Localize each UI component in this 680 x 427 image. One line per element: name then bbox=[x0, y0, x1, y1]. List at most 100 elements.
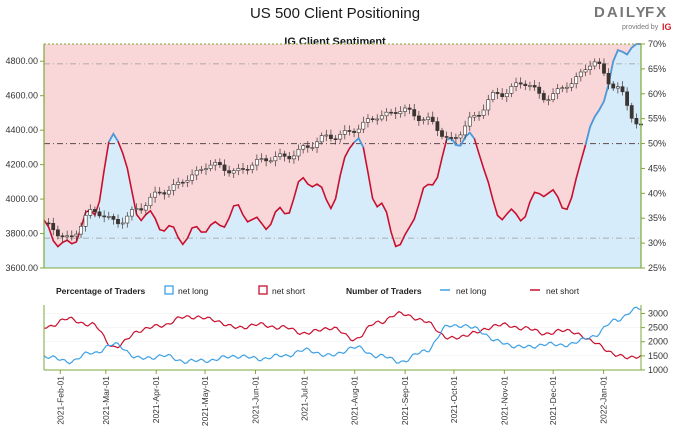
candle-body bbox=[222, 164, 227, 171]
date-tick-label: 2021-Aug-01 bbox=[350, 376, 360, 425]
candle-body bbox=[268, 160, 273, 163]
candle-body bbox=[333, 138, 338, 140]
candle-body bbox=[291, 155, 296, 160]
percent-tick-label: 50% bbox=[648, 139, 666, 149]
dailyfx-logo: DAILY FX provided by IG bbox=[594, 4, 672, 32]
candle-body bbox=[444, 136, 449, 138]
chart-title: US 500 Client Positioning bbox=[250, 5, 420, 22]
traders-tick-label: 3000 bbox=[648, 308, 668, 318]
candle-body bbox=[384, 111, 389, 117]
candle-body bbox=[185, 180, 190, 183]
candle-body bbox=[440, 130, 444, 137]
candle-body bbox=[375, 118, 380, 121]
legend-net-short: net short bbox=[272, 286, 306, 296]
date-tick-label: 2021-Mar-01 bbox=[101, 376, 111, 425]
traders-panel: 1000 1500 2000 2500 3000 2021-Feb-01 2021-Mar… bbox=[43, 305, 668, 426]
net-short-line bbox=[43, 43, 641, 248]
candle-body bbox=[310, 147, 315, 149]
candle-body bbox=[430, 116, 435, 122]
candle-body bbox=[481, 109, 486, 116]
candle-body bbox=[125, 215, 130, 224]
percent-axis-ticks: 25% 30% 35% 40% 45% 50% 55% 60% 65% 70% bbox=[641, 39, 666, 273]
candle-body bbox=[46, 222, 51, 225]
candle-body bbox=[509, 86, 514, 94]
candle-body bbox=[278, 153, 282, 158]
date-tick-label: 2021-Jun-01 bbox=[250, 376, 260, 424]
candle-body bbox=[255, 159, 259, 166]
traders-tick-label: 2500 bbox=[648, 323, 668, 333]
candle-body bbox=[65, 235, 70, 238]
traders-axis-ticks: 1000 1500 2000 2500 3000 bbox=[641, 308, 668, 375]
candle-body bbox=[130, 209, 134, 217]
candle-body bbox=[328, 134, 333, 140]
candle-body bbox=[241, 168, 245, 170]
sentiment-lines bbox=[43, 43, 641, 248]
candle-body bbox=[213, 162, 218, 166]
candle-body bbox=[227, 170, 232, 174]
candle-body bbox=[495, 92, 500, 94]
candle-body bbox=[370, 118, 375, 120]
price-tick-label: 4800.00 bbox=[5, 56, 38, 66]
candle-body bbox=[472, 115, 477, 118]
candle-body bbox=[467, 116, 472, 127]
candle-body bbox=[69, 235, 74, 238]
date-tick-label: 2021-Feb-01 bbox=[55, 376, 65, 425]
candle-body bbox=[231, 170, 236, 174]
candle-body bbox=[194, 170, 199, 176]
candle-body bbox=[504, 93, 509, 98]
price-tick-label: 4200.00 bbox=[5, 160, 38, 170]
candle-body bbox=[264, 158, 269, 162]
candle-body bbox=[518, 82, 523, 85]
candle-body bbox=[555, 88, 560, 94]
candle-body bbox=[537, 86, 542, 94]
candle-body bbox=[435, 121, 440, 131]
candle-body bbox=[111, 216, 116, 220]
candle-body bbox=[106, 216, 111, 218]
candle-body bbox=[60, 235, 65, 238]
candle-body bbox=[245, 169, 250, 171]
date-tick-label: 2022-Jan-01 bbox=[599, 376, 609, 424]
candle-body bbox=[361, 121, 366, 130]
date-tick-label: 2021-Jul-01 bbox=[299, 376, 309, 421]
traders-tick-label: 2000 bbox=[648, 337, 668, 347]
candle-body bbox=[79, 226, 83, 235]
candle-body bbox=[347, 130, 352, 132]
candle-body bbox=[597, 61, 602, 65]
candle-body bbox=[180, 181, 185, 184]
candle-body bbox=[527, 85, 532, 87]
candle-body bbox=[514, 82, 518, 87]
candle-body bbox=[629, 105, 634, 119]
candle-body bbox=[532, 85, 537, 88]
candle-body bbox=[486, 99, 491, 111]
candle-body bbox=[458, 134, 463, 139]
bottom-axes bbox=[43, 305, 642, 371]
candle-body bbox=[453, 137, 458, 139]
candle-body bbox=[148, 196, 153, 206]
percent-tick-label: 60% bbox=[648, 89, 666, 99]
traders-tick-label: 1000 bbox=[648, 365, 668, 375]
candle-body bbox=[97, 211, 102, 217]
candle-body bbox=[116, 219, 120, 225]
candle-body bbox=[296, 149, 301, 157]
traders-tick-label: 1500 bbox=[648, 351, 668, 361]
candle-body bbox=[51, 223, 56, 231]
candle-body bbox=[259, 158, 264, 160]
legend: Percentage of Traders net long net short… bbox=[56, 285, 580, 296]
candle-body bbox=[393, 112, 398, 114]
candle-body bbox=[143, 205, 148, 211]
candle-body bbox=[301, 145, 306, 150]
candle-body bbox=[83, 215, 88, 227]
axes bbox=[43, 43, 642, 269]
candle-body bbox=[403, 107, 407, 112]
candle-body bbox=[204, 168, 208, 170]
candle-body bbox=[412, 109, 417, 117]
candle-body bbox=[315, 141, 319, 148]
date-tick-label: 2021-Dec-01 bbox=[548, 376, 558, 425]
traders-net-long-line bbox=[43, 306, 642, 365]
traders-net-short-line bbox=[43, 310, 642, 360]
candle-body bbox=[167, 190, 171, 195]
candle-body bbox=[592, 61, 597, 67]
candle-body bbox=[176, 181, 181, 185]
candle-body bbox=[569, 83, 574, 88]
